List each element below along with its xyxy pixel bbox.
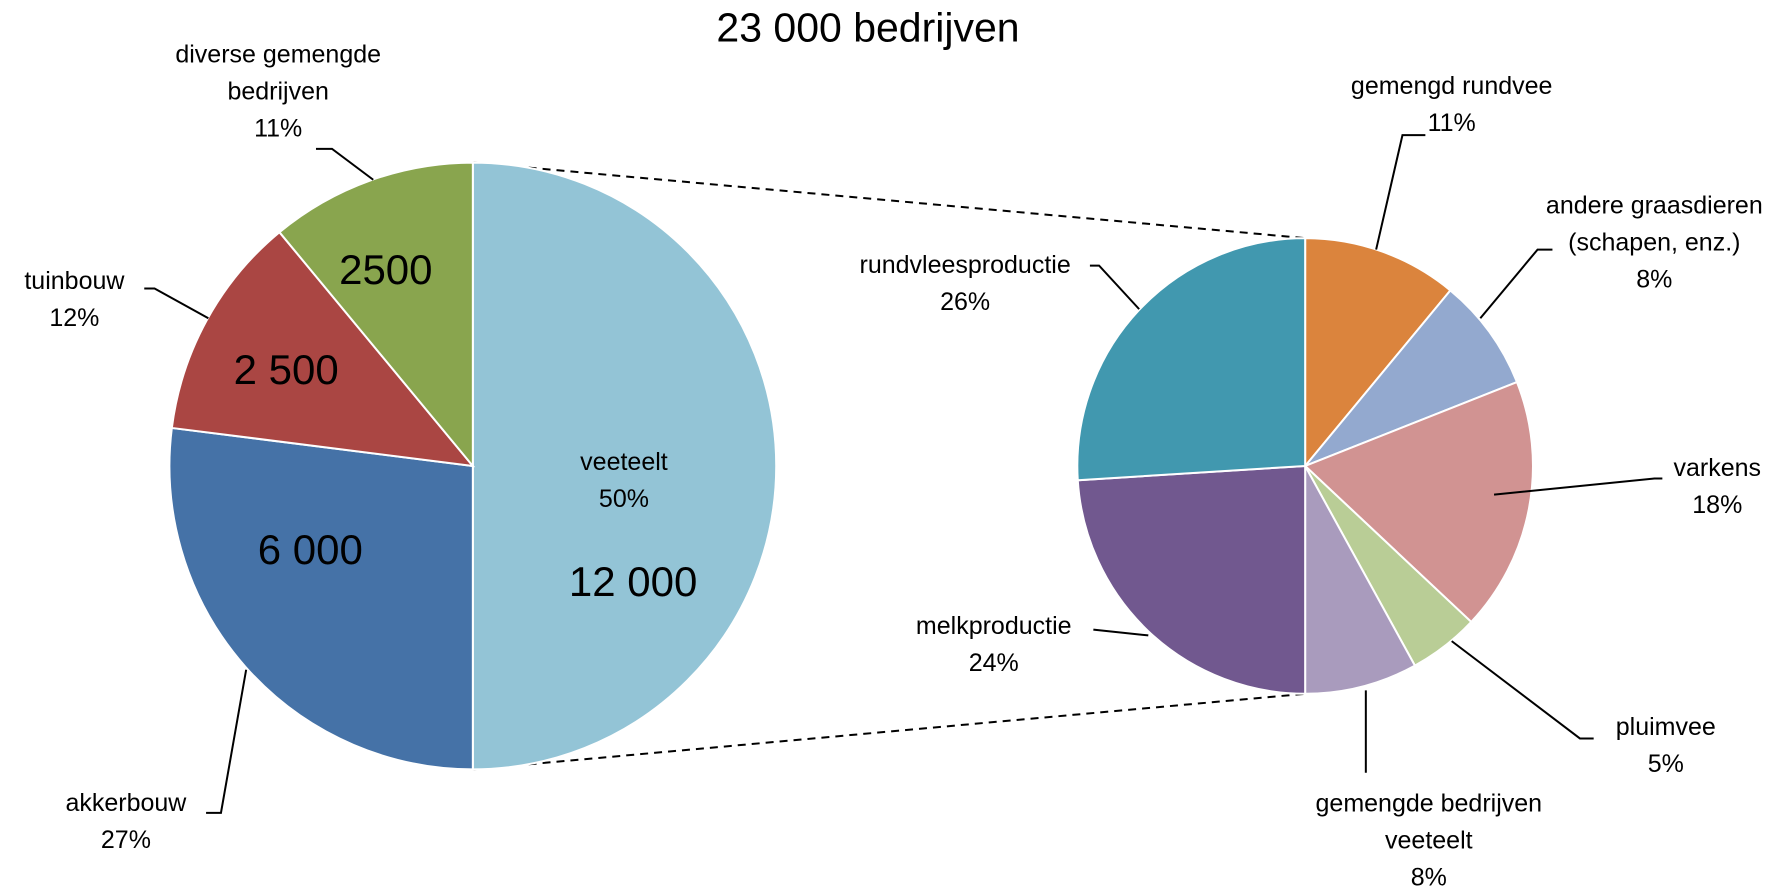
category-label: varkens [1673,453,1762,482]
data-label: pluimvee 5% [1586,709,1746,783]
data-label: gemengd rundvee 11% [1326,68,1578,142]
category-label: veeteelt [580,447,668,476]
data-label: diverse gemengde bedrijven 11% [147,36,410,147]
chart-title: 23 000 bedrijven [716,4,1020,51]
pie-slice [1303,380,1534,624]
count-label: 12 000 [568,557,698,605]
percent-label: 5% [1647,750,1684,779]
percent-label: 18% [1692,490,1743,519]
pie-slice [1304,465,1417,695]
data-label: tuinbouw 12% [0,263,155,337]
data-label: akkerbouw 27% [34,785,217,859]
percent-label: 24% [968,648,1019,677]
percent-label: 12% [49,303,100,332]
category-label: gemengde bedrijven veeteelt [1315,789,1543,855]
leader-line [1479,248,1553,319]
pie-slice [1076,464,1307,695]
count-label: 2 500 [233,345,339,393]
pie-slice [278,161,474,469]
leader-line [315,147,374,181]
percent-label: 11% [1427,109,1476,138]
percent-label: 27% [100,826,151,855]
count-label: 2500 [339,246,433,294]
leader-line [206,669,248,814]
category-label: melkproductie [915,611,1072,640]
pie-slice [168,426,474,771]
pie-slice [1304,289,1519,467]
data-label: varkens 18% [1637,450,1786,524]
percent-label: 50% [598,484,649,513]
pie-slice [471,161,778,771]
percent-label: 8% [1636,265,1673,294]
leader-line [1093,628,1149,637]
category-label: tuinbouw [24,266,125,295]
pie-slice [1076,237,1307,482]
percent-label: 8% [1410,863,1447,886]
category-label: diverse gemengde bedrijven [175,40,382,106]
leader-line [144,287,209,320]
pie-slice [1304,237,1452,469]
leader-line [1089,264,1140,310]
data-label: rundvleesproductie 26% [828,247,1103,321]
pie-slice [170,230,476,468]
category-label: akkerbouw [65,789,187,818]
category-label: rundvleesproductie [859,250,1071,279]
category-label: gemengd rundvee [1350,72,1553,101]
leader-line [1375,134,1426,250]
data-label: gemengde bedrijven veeteelt 8% [1280,786,1578,886]
category-label: andere graasdieren (schapen, enz.) [1545,191,1763,257]
data-label: veeteelt 50% [555,444,692,518]
leader-line [1493,477,1663,496]
percent-label: 26% [940,287,991,316]
percent-label: 11% [254,114,303,143]
data-label: andere graasdieren (schapen, enz.) 8% [1528,187,1780,298]
count-label: 6 000 [257,525,363,573]
leader-line [1451,640,1594,740]
data-label: melkproductie 24% [879,608,1108,682]
category-label: pluimvee [1615,713,1716,742]
